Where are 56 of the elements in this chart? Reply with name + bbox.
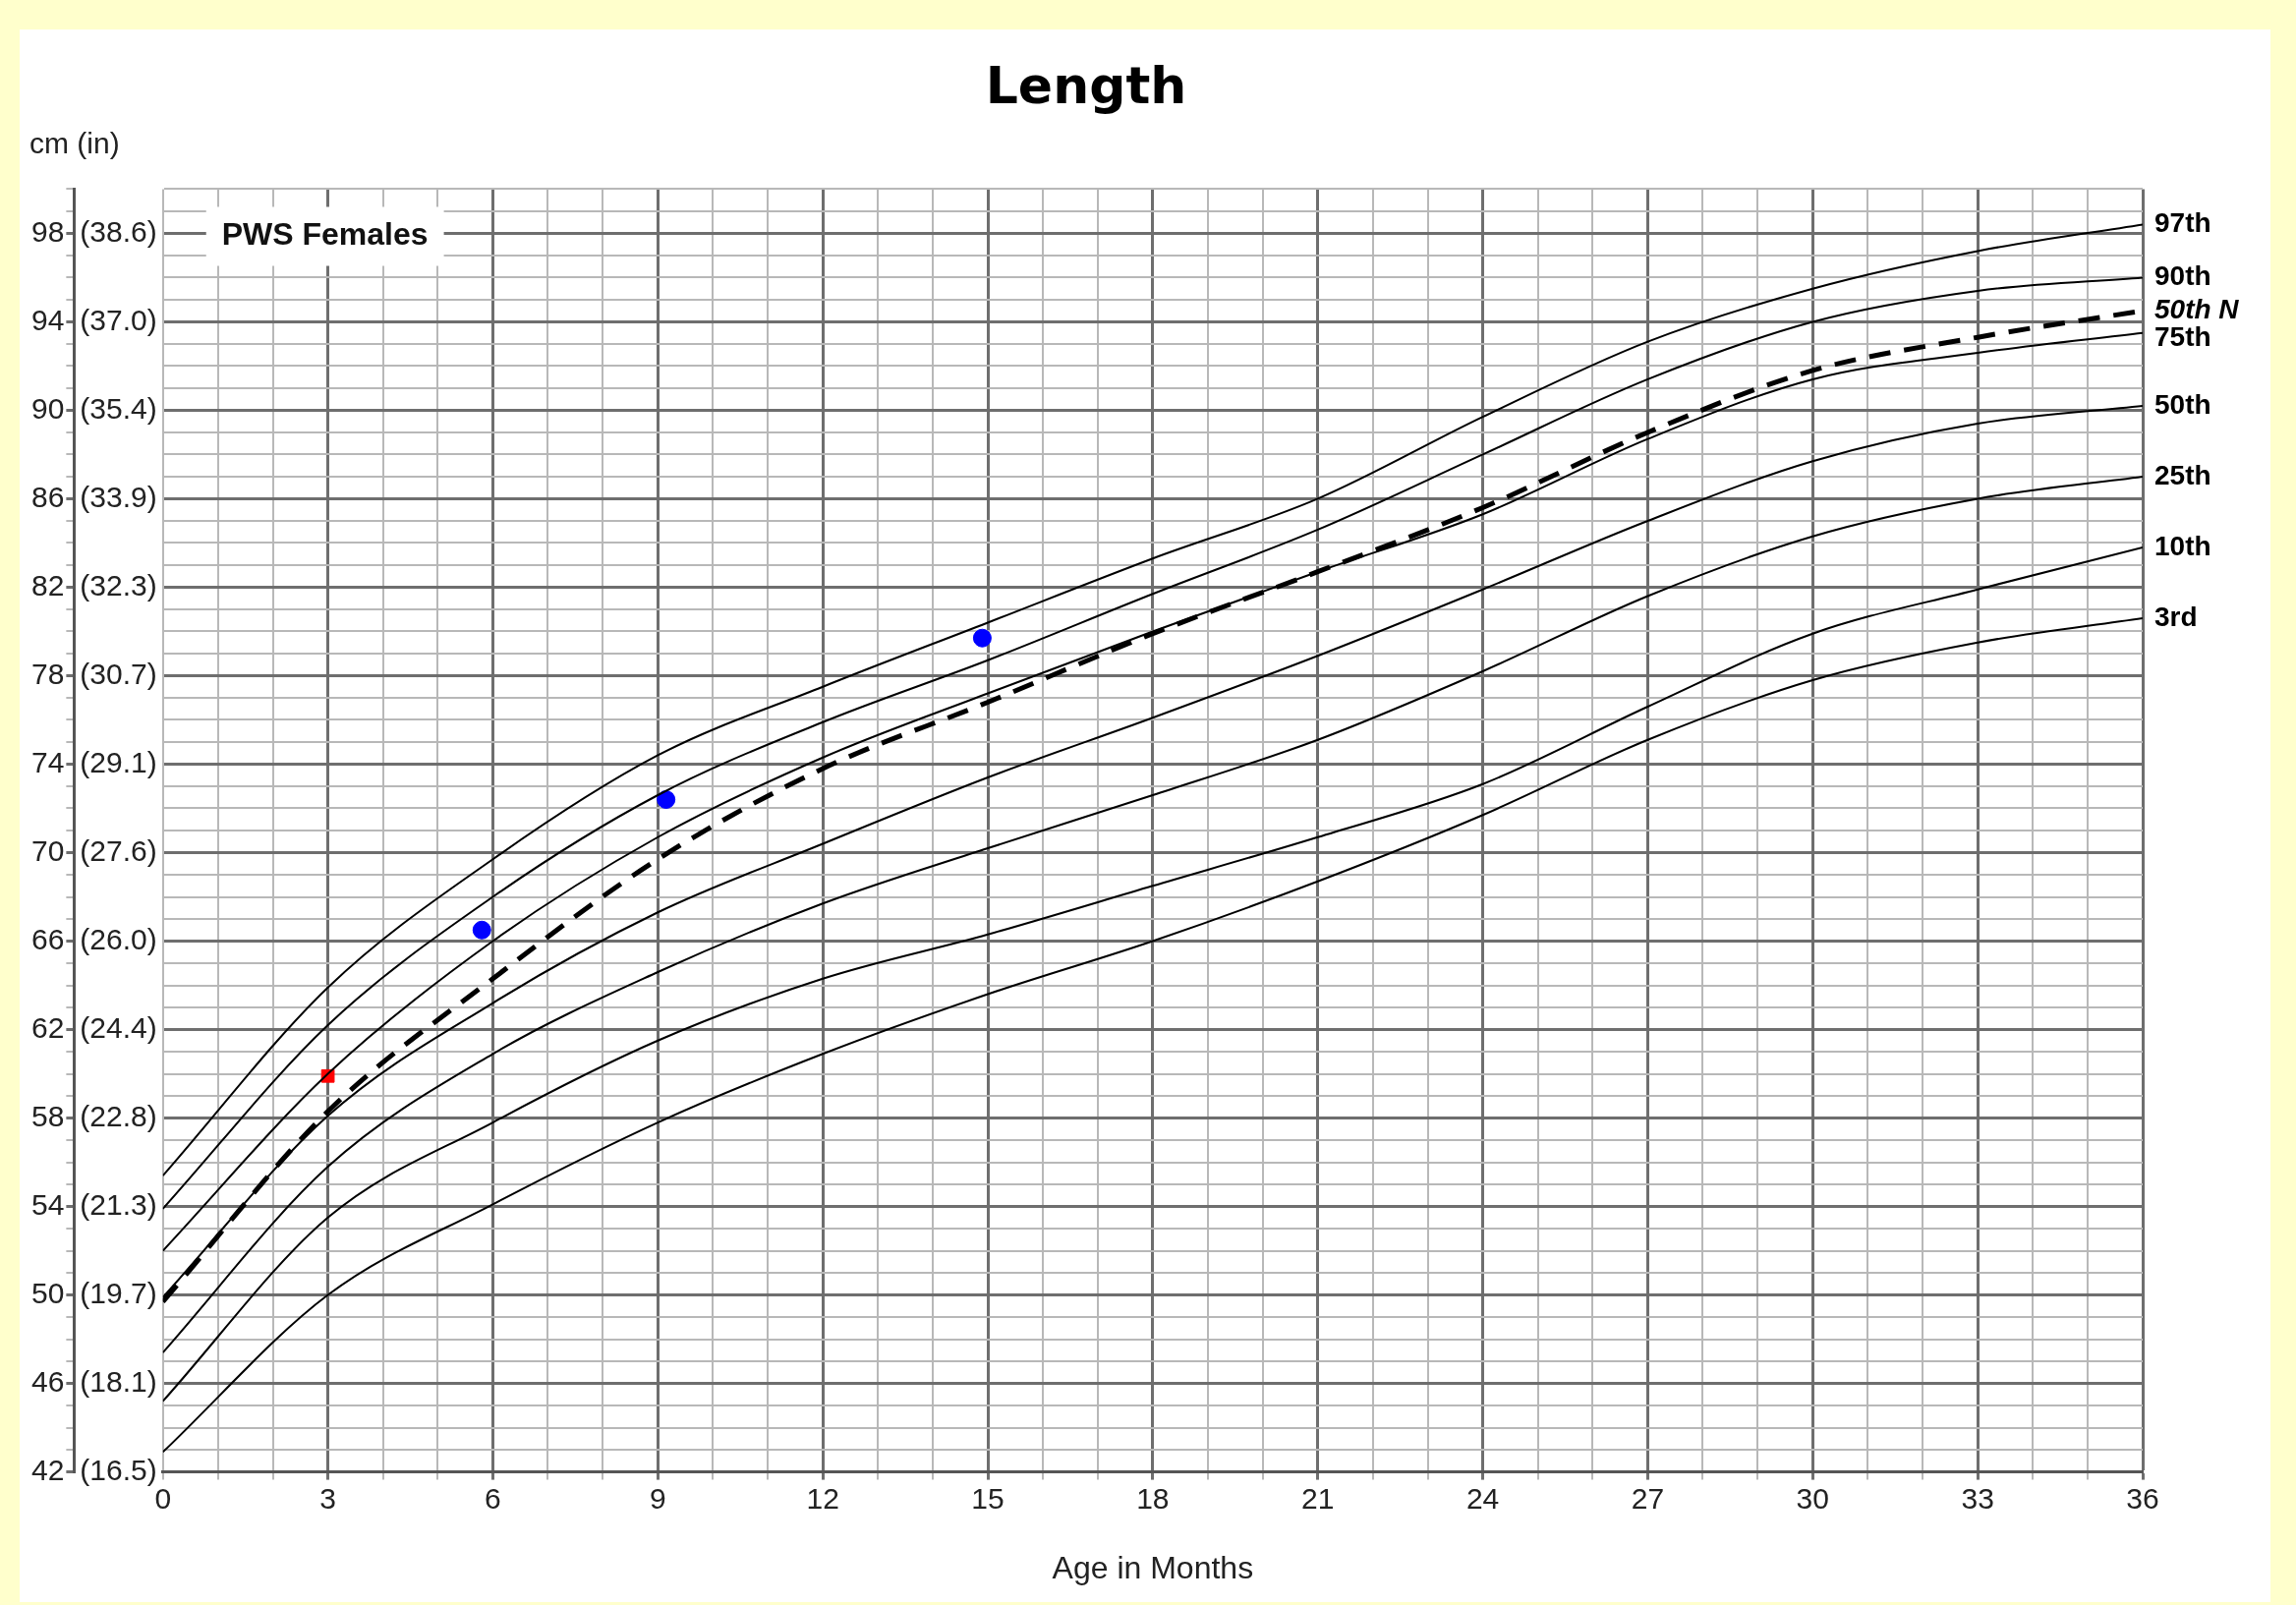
y2-tick-label: (22.8) [80,1099,157,1132]
y-tick-label: 66 [30,922,65,955]
y2-tick-label: (27.6) [80,833,157,867]
y-tick-label: 54 [30,1187,65,1221]
y2-tick-label: (30.7) [80,657,157,690]
y2-tick-label: (16.5) [80,1453,157,1486]
series-label: 10th [2154,530,2211,561]
y2-tick-label: (38.6) [80,214,157,248]
y2-tick-label: (32.3) [80,568,157,602]
chart-title: Length [985,55,1187,115]
y2-tick-label: (33.9) [80,480,157,513]
x-tick-label: 24 [1465,1481,1500,1515]
y-tick-label: 58 [30,1099,65,1132]
y-tick-label: 50 [30,1276,65,1309]
x-tick-label: 15 [971,1481,1004,1515]
series-label: 3rd [2154,601,2198,632]
y2-tick-label: (24.4) [80,1010,157,1044]
y-tick-label: 94 [30,303,65,336]
y2-tick-label: (19.7) [80,1276,157,1309]
point [472,920,491,940]
y-axis-title: cm (in) [29,126,120,159]
y-tick-label: 98 [30,214,65,248]
series-label: 90th [2154,260,2211,292]
y2-tick-label: (18.1) [80,1364,157,1398]
annotation: PWS Females [221,216,429,253]
series-label: 50th [2154,388,2211,420]
y2-tick-label: (26.0) [80,922,157,955]
y2-tick-label: (21.3) [80,1187,157,1221]
x-tick-label: 33 [1961,1481,1994,1515]
x-tick-label: 36 [2126,1481,2159,1515]
series-label: 25th [2154,459,2211,490]
x-tick-label: 30 [1796,1481,1829,1515]
y2-tick-label: (37.0) [80,303,157,336]
x-tick-label: 12 [806,1481,839,1515]
y2-tick-label: (29.1) [80,745,157,778]
y-tick-label: 78 [30,657,65,690]
y-tick-label: 70 [30,833,65,867]
series-label: 97th [2154,207,2211,239]
x-tick-label: 0 [154,1481,172,1515]
point [972,628,992,648]
point [657,790,676,809]
x-axis-title: Age in Months [1052,1549,1254,1585]
y2-tick-label: (35.4) [80,391,157,425]
y-tick-label: 42 [30,1453,65,1486]
x-tick-label: 9 [649,1481,666,1515]
y-tick-label: 74 [30,745,65,778]
x-tick-label: 6 [485,1481,501,1515]
x-tick-label: 21 [1301,1481,1335,1515]
y-tick-label: 46 [30,1364,65,1398]
y-tick-label: 90 [30,391,65,425]
y-tick-label: 62 [30,1010,65,1044]
y-tick-label: 86 [30,480,65,513]
x-tick-label: 3 [319,1481,336,1515]
x-tick-label: 18 [1136,1481,1170,1515]
x-tick-label: 27 [1631,1481,1665,1515]
y-tick-label: 82 [30,568,65,602]
